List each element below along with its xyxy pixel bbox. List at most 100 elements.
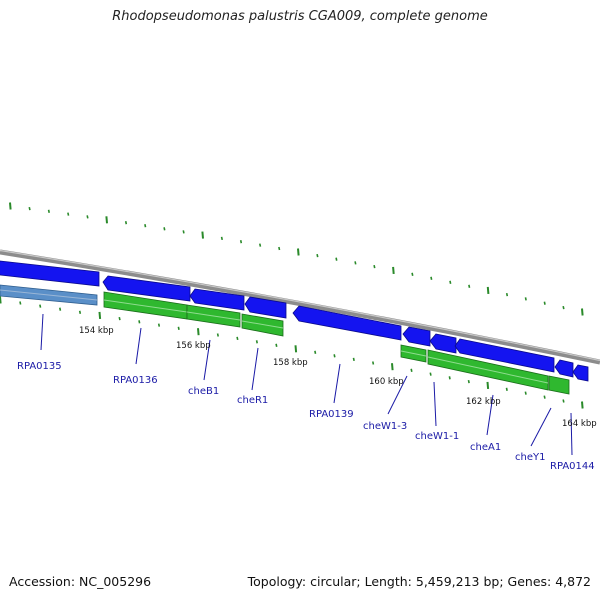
minor-tick — [28, 206, 31, 211]
minor-tick — [157, 323, 161, 327]
minor-tick — [316, 253, 319, 258]
accession-text: Accession: NC_005296 — [9, 574, 152, 589]
minor-tick — [177, 326, 180, 330]
gene-forward-arrow[interactable] — [454, 338, 555, 373]
inner-scale-ticks — [0, 296, 584, 409]
map-title: Rhodopseudomonas palustris CGA009, compl… — [112, 9, 488, 24]
minor-tick — [239, 240, 243, 244]
major-tick — [201, 231, 204, 239]
minor-tick — [373, 264, 376, 269]
gene-reverse-arrow[interactable] — [548, 375, 570, 395]
minor-tick — [124, 221, 128, 225]
forward-strand-genes — [0, 260, 589, 382]
gene-label[interactable]: cheY1 — [515, 452, 545, 463]
minor-tick — [138, 320, 141, 324]
gene-labels: RPA0135 RPA0136 cheB1 cheR1 RPA0139 cheW… — [17, 361, 595, 472]
minor-tick — [524, 297, 527, 301]
minor-tick — [19, 301, 22, 305]
gene-label[interactable]: cheW1-1 — [415, 431, 459, 442]
minor-tick — [39, 304, 42, 308]
major-tick — [392, 266, 395, 274]
scale-labels: 154 kbp 156 kbp 158 kbp 160 kbp 162 kbp … — [79, 326, 597, 429]
major-tick — [581, 308, 584, 316]
gene-forward-arrow[interactable] — [102, 275, 191, 302]
major-tick — [197, 328, 200, 336]
minor-tick — [354, 261, 357, 265]
minor-tick — [562, 399, 565, 403]
minor-tick — [67, 212, 70, 216]
gene-forward-arrow[interactable] — [189, 288, 245, 311]
major-tick — [105, 216, 108, 224]
gene-forward-arrow[interactable] — [402, 326, 431, 347]
major-tick — [297, 248, 300, 256]
minor-tick — [78, 310, 82, 314]
minor-tick — [220, 236, 223, 241]
scale-label: 156 kbp — [176, 341, 211, 351]
minor-tick — [543, 395, 546, 399]
gene-label[interactable]: cheB1 — [188, 386, 219, 397]
minor-tick — [543, 301, 546, 305]
minor-tick — [216, 333, 219, 337]
scale-label: 162 kbp — [466, 397, 501, 407]
minor-tick — [259, 243, 262, 247]
gene-forward-arrow[interactable] — [429, 333, 457, 354]
minor-tick — [278, 246, 281, 251]
gene-forward-arrow[interactable] — [572, 364, 589, 382]
minor-tick — [47, 209, 50, 213]
minor-tick — [144, 224, 147, 228]
minor-tick — [429, 372, 432, 376]
minor-tick — [467, 379, 470, 384]
minor-tick — [335, 257, 338, 261]
minor-tick — [505, 292, 509, 297]
minor-tick — [182, 230, 185, 234]
gene-label[interactable]: RPA0136 — [113, 375, 158, 386]
minor-tick — [524, 391, 527, 395]
minor-tick — [372, 361, 375, 365]
gene-label[interactable]: cheR1 — [237, 395, 268, 406]
minor-tick — [430, 276, 433, 280]
minor-tick — [411, 272, 414, 276]
minor-tick — [275, 343, 278, 347]
minor-tick — [448, 376, 451, 380]
major-tick — [294, 345, 298, 353]
gene-label[interactable]: RPA0144 — [550, 461, 595, 472]
gene-label[interactable]: RPA0139 — [309, 409, 354, 420]
minor-tick — [59, 307, 62, 311]
gene-forward-arrow[interactable] — [292, 305, 402, 341]
genome-backbone-highlight — [0, 249, 600, 362]
minor-tick — [410, 368, 413, 372]
major-tick — [391, 363, 394, 371]
topology-text: Topology: circular; Length: 5,459,213 bp… — [247, 574, 591, 589]
gene-label[interactable]: RPA0135 — [17, 361, 62, 372]
minor-tick — [255, 340, 258, 344]
scale-label: 158 kbp — [273, 358, 308, 368]
minor-tick — [449, 280, 452, 284]
minor-tick — [314, 350, 317, 354]
major-tick — [0, 296, 2, 304]
minor-tick — [236, 336, 239, 341]
gene-label[interactable]: cheW1-3 — [363, 421, 407, 432]
minor-tick — [86, 215, 89, 219]
major-tick — [9, 202, 12, 210]
gene-forward-arrow[interactable] — [0, 260, 100, 287]
genome-backbone — [0, 249, 600, 365]
gene-label[interactable]: cheA1 — [470, 442, 501, 453]
minor-tick — [118, 316, 121, 321]
minor-tick — [352, 357, 355, 362]
scale-label: 164 kbp — [562, 419, 597, 429]
gene-forward-arrow[interactable] — [244, 296, 287, 319]
minor-tick — [468, 284, 471, 288]
major-tick — [486, 381, 490, 389]
minor-tick — [505, 387, 508, 391]
scale-label: 160 kbp — [369, 377, 404, 387]
major-tick — [98, 311, 102, 319]
gene-forward-arrow[interactable] — [554, 359, 574, 378]
minor-tick — [163, 227, 166, 231]
minor-tick — [562, 305, 565, 310]
minor-tick — [333, 354, 336, 358]
outer-scale-ticks — [9, 202, 584, 316]
major-tick — [486, 286, 490, 294]
reverse-strand-genes — [0, 284, 570, 395]
major-tick — [581, 401, 584, 409]
